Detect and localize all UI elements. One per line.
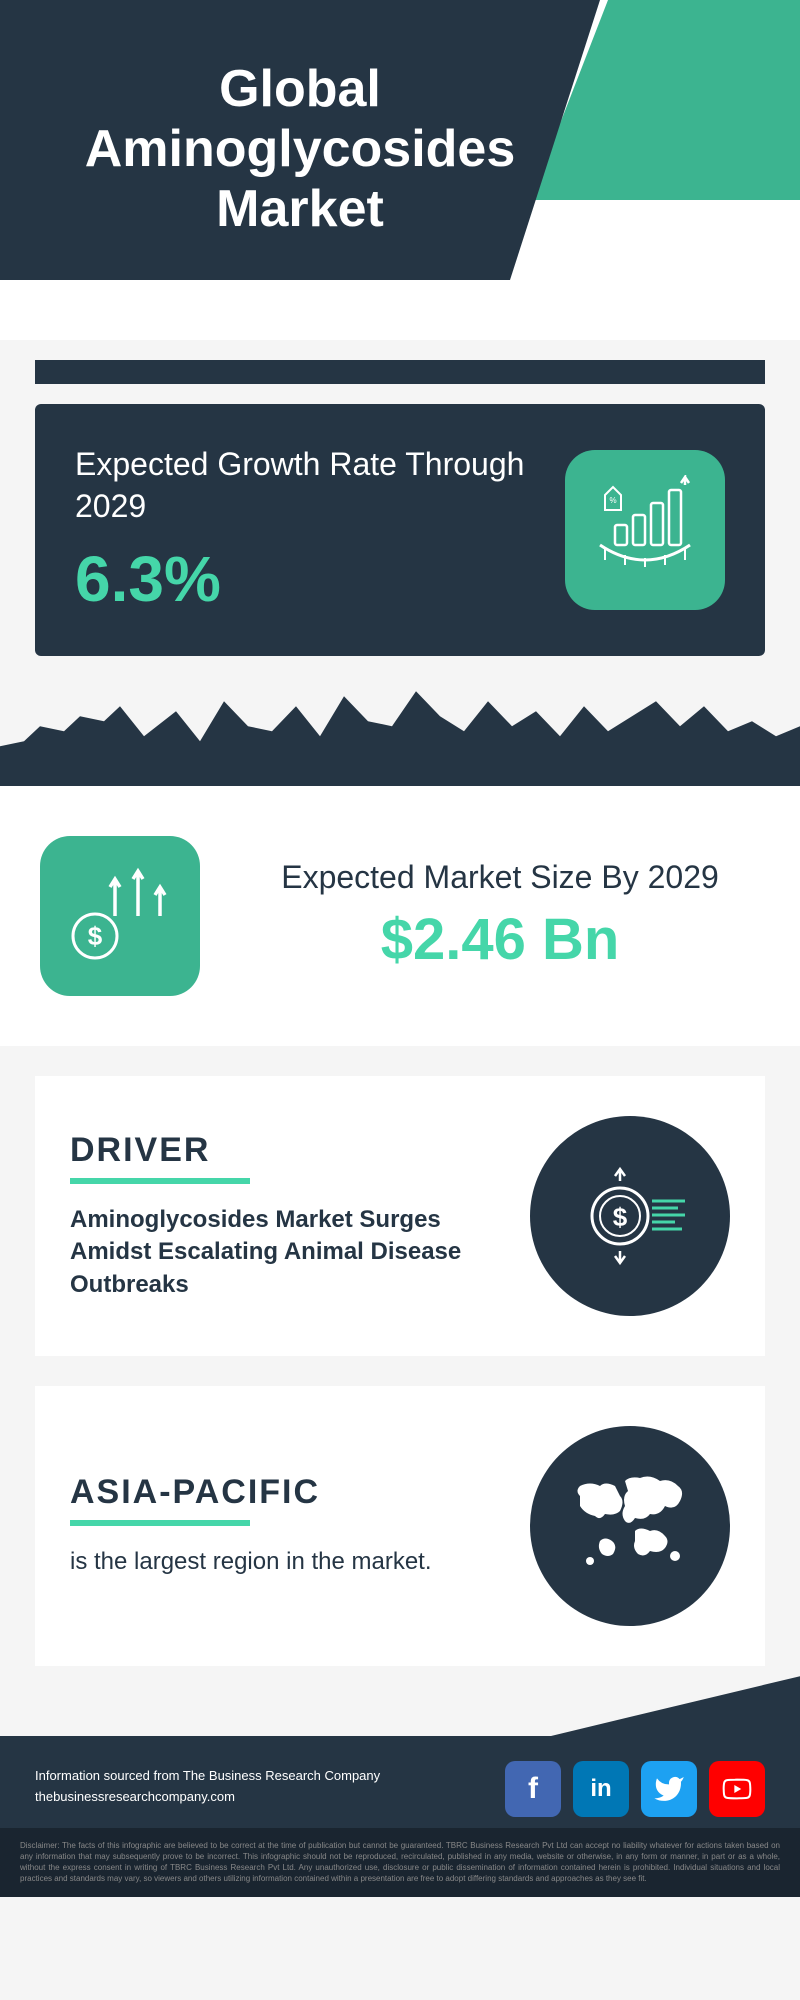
- growth-chart-icon: %: [565, 450, 725, 610]
- svg-text:$: $: [88, 921, 103, 951]
- footer-triangle: [550, 1676, 800, 1736]
- linkedin-icon[interactable]: in: [573, 1761, 629, 1817]
- page-title: Global Aminoglycosides Market: [40, 60, 560, 239]
- driver-text: DRIVER Aminoglycosides Market Surges Ami…: [70, 1131, 500, 1301]
- driver-body: Aminoglycosides Market Surges Amidst Esc…: [70, 1204, 500, 1301]
- region-body: is the largest region in the market.: [70, 1546, 500, 1578]
- footer: Information sourced from The Business Re…: [0, 1736, 800, 1828]
- market-size-label: Expected Market Size By 2029: [240, 859, 760, 896]
- driver-section: DRIVER Aminoglycosides Market Surges Ami…: [35, 1076, 765, 1356]
- region-text: ASIA-PACIFIC is the largest region in th…: [70, 1473, 500, 1578]
- dollar-growth-icon: $: [40, 836, 200, 996]
- header-dark-panel: Global Aminoglycosides Market: [0, 0, 600, 280]
- skyline-divider: [0, 686, 800, 786]
- youtube-icon[interactable]: [709, 1761, 765, 1817]
- region-section: ASIA-PACIFIC is the largest region in th…: [35, 1386, 765, 1666]
- underline: [70, 1520, 250, 1526]
- twitter-icon[interactable]: [641, 1761, 697, 1817]
- region-heading: ASIA-PACIFIC: [70, 1473, 500, 1512]
- growth-label: Expected Growth Rate Through 2029: [75, 444, 565, 527]
- growth-text: Expected Growth Rate Through 2029 6.3%: [75, 444, 565, 616]
- underline: [70, 1178, 250, 1184]
- market-size-text: Expected Market Size By 2029 $2.46 Bn: [240, 859, 760, 973]
- growth-value: 6.3%: [75, 542, 565, 616]
- market-size-section: $ Expected Market Size By 2029 $2.46 Bn: [0, 786, 800, 1046]
- divider-bar: [35, 360, 765, 384]
- facebook-icon[interactable]: f: [505, 1761, 561, 1817]
- market-size-value: $2.46 Bn: [240, 906, 760, 973]
- growth-rate-card: Expected Growth Rate Through 2029 6.3% %: [35, 404, 765, 656]
- dollar-cycle-icon: $: [530, 1116, 730, 1316]
- disclaimer-text: Disclaimer: The facts of this infographi…: [0, 1828, 800, 1897]
- header: Global Aminoglycosides Market: [0, 0, 800, 340]
- svg-text:%: %: [609, 496, 616, 505]
- driver-heading: DRIVER: [70, 1131, 500, 1170]
- social-icons: f in: [505, 1761, 765, 1817]
- globe-map-icon: [530, 1426, 730, 1626]
- svg-text:$: $: [613, 1202, 628, 1232]
